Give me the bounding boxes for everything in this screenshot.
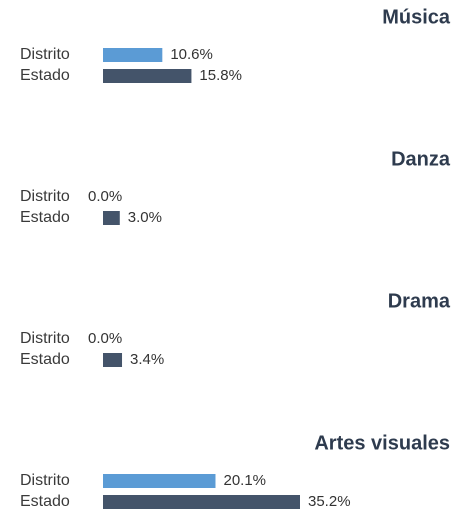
bar xyxy=(103,48,163,62)
chart-title: Drama xyxy=(388,290,451,312)
category-label: Distrito xyxy=(20,46,70,63)
bar xyxy=(103,353,123,367)
category-label: Estado xyxy=(20,209,70,226)
bar xyxy=(103,495,300,509)
category-label: Estado xyxy=(20,67,70,84)
value-label: 0.0% xyxy=(88,330,122,347)
chart-title: Música xyxy=(382,6,451,28)
value-label: 15.8% xyxy=(199,67,242,84)
bar xyxy=(103,474,216,488)
category-label: Estado xyxy=(20,351,70,368)
bar xyxy=(103,211,120,225)
value-label: 20.1% xyxy=(223,472,266,489)
chart-title: Danza xyxy=(391,148,451,170)
category-label: Distrito xyxy=(20,330,70,347)
value-label: 0.0% xyxy=(88,188,122,205)
value-label: 10.6% xyxy=(170,46,213,63)
category-label: Distrito xyxy=(20,472,70,489)
value-label: 3.0% xyxy=(128,209,162,226)
category-label: Estado xyxy=(20,493,70,510)
category-label: Distrito xyxy=(20,188,70,205)
bar xyxy=(103,69,192,83)
value-label: 35.2% xyxy=(308,493,351,510)
value-label: 3.4% xyxy=(130,351,164,368)
chart-title: Artes visuales xyxy=(314,432,450,454)
